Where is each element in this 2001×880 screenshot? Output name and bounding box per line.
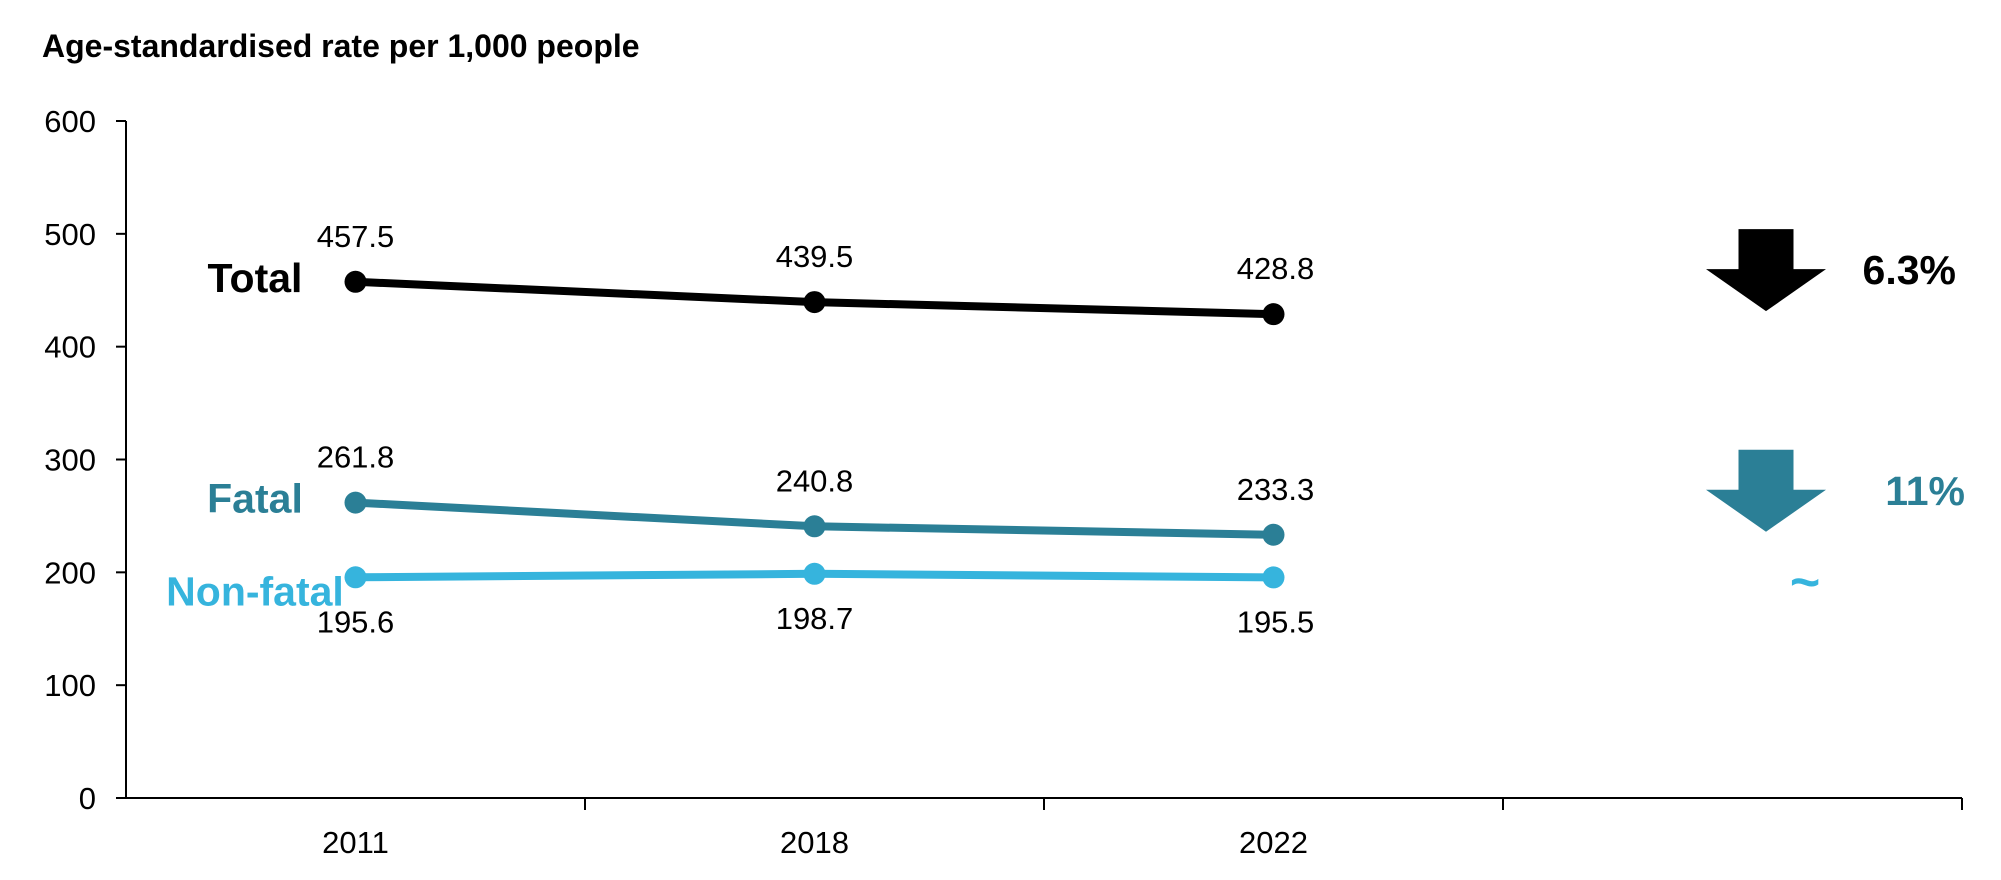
y-tick-label: 0 [79, 781, 96, 816]
x-tick-label: 2011 [322, 825, 389, 860]
y-tick-label: 400 [44, 330, 96, 365]
y-tick-label: 300 [44, 443, 96, 478]
data-label: 457.5 [317, 219, 395, 254]
data-label: 261.8 [317, 440, 395, 475]
data-label: 198.7 [776, 601, 854, 636]
change-label: ~ [1790, 553, 1820, 611]
data-point [1262, 523, 1285, 546]
arrow-shape [1706, 229, 1826, 312]
data-label: 233.3 [1237, 472, 1315, 507]
x-tick-label: 2022 [1239, 825, 1308, 860]
change-label: 6.3% [1863, 247, 1956, 293]
data-label: 195.5 [1237, 604, 1315, 639]
data-label: 428.8 [1237, 251, 1315, 286]
data-point [1262, 566, 1285, 589]
x-tick-label: 2018 [780, 825, 849, 860]
data-point [803, 515, 826, 538]
y-tick-label: 600 [44, 104, 96, 139]
labels-layer: 457.5 439.5 428.8 Total 6.3% 261.8 240.8 233.3 F… [166, 219, 1965, 640]
y-tick-label: 500 [44, 217, 96, 252]
axes: 0 100 200 300 400 500 600 2011 2018 2022 [44, 104, 1963, 860]
data-label: 240.8 [776, 463, 854, 498]
y-tick-label: 100 [44, 668, 96, 703]
series-name-label: Non-fatal [166, 568, 344, 614]
arrow-shape [1706, 449, 1826, 532]
series-layer [344, 270, 1285, 589]
change-label: 11% [1885, 468, 1965, 514]
data-point [344, 270, 367, 293]
data-point [803, 291, 826, 314]
data-point [1262, 303, 1285, 326]
trend-arrow-down-icon [1706, 449, 1826, 532]
data-point [344, 566, 367, 589]
data-label: 439.5 [776, 239, 854, 274]
series-name-label: Fatal [207, 476, 303, 522]
trend-arrow-down-icon [1706, 229, 1826, 312]
series-name-label: Total [208, 255, 303, 301]
data-label: 195.6 [317, 604, 395, 639]
data-point [344, 491, 367, 514]
y-tick-label: 200 [44, 555, 96, 590]
y-axis-title: Age-standardised rate per 1,000 people [42, 28, 640, 64]
data-point [803, 562, 826, 585]
